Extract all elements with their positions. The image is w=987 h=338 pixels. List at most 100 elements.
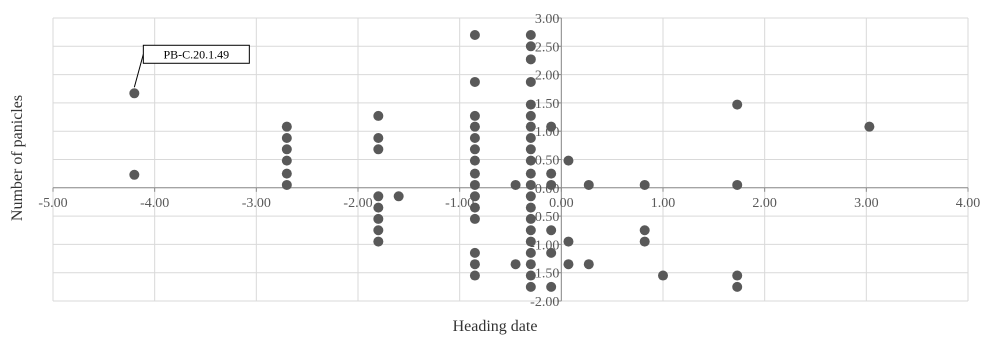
- data-point: [546, 121, 557, 132]
- data-point: [469, 179, 480, 190]
- data-point: [583, 179, 594, 190]
- y-tick-label: 3.00: [535, 12, 560, 27]
- y-tick-label: -0.50: [530, 210, 559, 225]
- x-axis-title: Heading date: [453, 318, 538, 335]
- data-point: [525, 144, 536, 155]
- data-point: [525, 281, 536, 292]
- data-point: [525, 202, 536, 213]
- data-point: [510, 259, 521, 270]
- x-tick-label: 2.00: [752, 196, 777, 211]
- data-point: [546, 281, 557, 292]
- data-point: [469, 132, 480, 143]
- data-point: [525, 168, 536, 179]
- data-point: [469, 29, 480, 40]
- data-point: [525, 179, 536, 190]
- data-point: [469, 155, 480, 166]
- data-point: [525, 236, 536, 247]
- callout-box: [142, 44, 250, 64]
- data-point: [373, 213, 384, 224]
- data-point: [732, 179, 743, 190]
- data-point: [732, 99, 743, 110]
- data-point: [525, 54, 536, 65]
- data-point: [373, 236, 384, 247]
- data-point: [563, 236, 574, 247]
- data-point: [525, 247, 536, 258]
- y-tick-label: 0.50: [535, 154, 560, 169]
- y-tick-label: 2.00: [535, 69, 560, 84]
- data-point: [469, 144, 480, 155]
- x-tick-label: -2.00: [343, 196, 372, 211]
- data-point: [281, 121, 292, 132]
- data-point: [373, 144, 384, 155]
- data-point: [373, 132, 384, 143]
- data-point: [373, 191, 384, 202]
- data-point: [525, 76, 536, 87]
- data-point: [510, 179, 521, 190]
- data-point: [525, 225, 536, 236]
- data-point: [469, 213, 480, 224]
- data-point: [732, 281, 743, 292]
- x-tick-label: 0.00: [549, 196, 574, 211]
- callout-label: PB-C.20.1.49: [163, 47, 229, 61]
- data-point: [525, 259, 536, 270]
- x-tick-label: -3.00: [242, 196, 271, 211]
- data-point: [525, 99, 536, 110]
- data-point: [525, 29, 536, 40]
- data-point: [563, 155, 574, 166]
- data-point: [658, 270, 668, 281]
- callout-leader-line: [133, 54, 144, 88]
- data-point: [525, 191, 536, 202]
- data-point: [546, 179, 557, 190]
- data-point: [373, 202, 384, 213]
- x-tick-label: 1.00: [651, 196, 676, 211]
- data-point: [864, 121, 875, 132]
- y-tick-label: -1.50: [530, 267, 559, 282]
- data-point: [393, 191, 404, 202]
- y-tick-label: 2.50: [535, 40, 560, 55]
- data-point: [281, 132, 292, 143]
- data-point: [546, 225, 557, 236]
- x-tick-label: -5.00: [38, 196, 67, 211]
- data-point: [525, 121, 536, 132]
- x-tick-label: 3.00: [854, 196, 879, 211]
- annotation: PB-C.20.1.49: [133, 44, 250, 88]
- data-points: [129, 29, 875, 292]
- data-point: [469, 247, 480, 258]
- data-point: [639, 236, 650, 247]
- data-point: [525, 110, 536, 121]
- data-point: [546, 247, 557, 258]
- data-point: [525, 155, 536, 166]
- data-point: [469, 76, 480, 87]
- data-point: [563, 259, 574, 270]
- data-point: [469, 259, 480, 270]
- data-point: [281, 168, 292, 179]
- data-point: [469, 270, 480, 281]
- data-point: [281, 155, 292, 166]
- data-point: [469, 110, 480, 121]
- data-point: [281, 179, 292, 190]
- data-point: [469, 202, 480, 213]
- axes: [52, 17, 969, 302]
- data-point: [469, 168, 480, 179]
- data-point: [639, 225, 650, 236]
- data-point: [639, 179, 650, 190]
- x-tick-label: 4.00: [956, 196, 981, 211]
- data-point: [546, 168, 557, 179]
- data-point: [525, 41, 536, 52]
- x-tick-label: -4.00: [140, 196, 169, 211]
- data-point: [469, 121, 480, 132]
- y-axis-title: Number of panicles: [9, 95, 26, 221]
- y-tick-label: 1.50: [535, 97, 560, 112]
- data-point: [373, 110, 384, 121]
- data-point: [469, 191, 480, 202]
- data-point: [373, 225, 384, 236]
- data-point: [583, 259, 594, 270]
- data-point: [525, 213, 536, 224]
- data-point: [525, 270, 536, 281]
- data-point: [525, 132, 536, 143]
- x-tick-label: -1.00: [445, 196, 474, 211]
- data-point: [281, 144, 292, 155]
- y-tick-label: -2.00: [530, 295, 559, 310]
